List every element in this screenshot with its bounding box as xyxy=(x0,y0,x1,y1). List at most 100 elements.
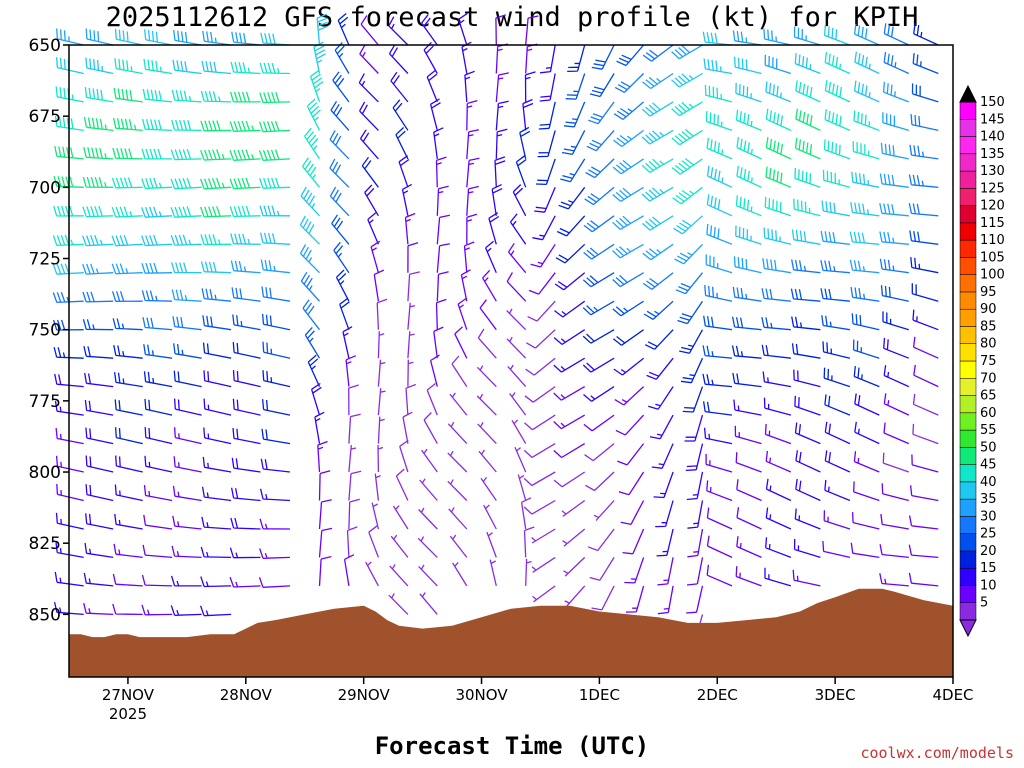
y-tick-label: 700 xyxy=(29,178,61,198)
wind-barb xyxy=(232,314,261,331)
wind-barb xyxy=(54,116,84,132)
wind-barb xyxy=(482,269,497,302)
wind-barb xyxy=(852,339,880,359)
wind-barb xyxy=(418,507,438,530)
wind-barb xyxy=(553,329,586,345)
wind-barb xyxy=(111,263,143,275)
wind-barb xyxy=(407,331,415,359)
wind-barb xyxy=(348,413,361,444)
wind-barb xyxy=(201,60,232,75)
wind-barb xyxy=(519,126,531,160)
wind-barb xyxy=(514,446,527,473)
wind-barb xyxy=(318,499,332,530)
wind-barb xyxy=(231,31,261,46)
wind-barb xyxy=(531,556,556,573)
wind-barb xyxy=(648,386,674,410)
wind-barb xyxy=(538,101,556,130)
wind-barb xyxy=(457,12,468,46)
colorbar-label: 60 xyxy=(980,406,997,421)
wind-barb xyxy=(172,316,202,331)
y-axis: 650 675 700 725 750 775 800 825 850 xyxy=(29,36,69,625)
wind-barbs xyxy=(52,12,939,642)
wind-barb xyxy=(612,243,644,259)
wind-barb xyxy=(528,272,556,295)
wind-barb xyxy=(853,451,880,473)
wind-barb xyxy=(259,177,291,189)
wind-barb xyxy=(261,428,291,445)
wind-barb xyxy=(54,373,84,388)
wind-barb xyxy=(735,225,762,245)
wind-barb xyxy=(54,145,84,160)
wind-barb xyxy=(334,42,350,74)
wind-barb xyxy=(653,471,674,499)
wind-barb xyxy=(82,319,114,331)
wind-barb xyxy=(113,372,143,388)
colorbar-segment xyxy=(959,257,977,275)
wind-barb xyxy=(330,100,350,131)
wind-barb xyxy=(111,234,143,247)
wind-barb xyxy=(52,234,84,247)
wind-barb xyxy=(360,15,379,46)
wind-barb xyxy=(390,71,409,103)
wind-barb xyxy=(641,215,674,231)
wind-barb xyxy=(824,394,851,416)
wind-barb xyxy=(563,101,586,128)
wind-barb xyxy=(791,229,821,245)
wind-barb xyxy=(348,384,359,416)
wind-barb xyxy=(231,457,261,473)
wind-barb xyxy=(765,537,792,559)
wind-barb xyxy=(346,526,358,558)
wind-barb xyxy=(913,23,939,46)
wind-barb xyxy=(333,241,350,274)
wind-barb xyxy=(765,478,792,502)
wind-barb xyxy=(853,481,880,502)
wind-barb xyxy=(316,13,329,46)
x-tick-label: 3DEC xyxy=(815,686,856,704)
wind-barb xyxy=(524,71,536,102)
wind-barb xyxy=(641,129,674,145)
wind-barb xyxy=(736,536,762,558)
wind-barb xyxy=(763,397,792,416)
wind-barb xyxy=(376,298,388,330)
colorbar-segment xyxy=(959,101,977,120)
colorbar-label: 50 xyxy=(980,440,997,455)
wind-barb xyxy=(567,44,586,73)
wind-barb xyxy=(910,257,939,274)
wind-barb xyxy=(200,120,232,132)
wind-barb xyxy=(908,202,939,217)
wind-barb xyxy=(911,454,939,473)
wind-barb xyxy=(793,538,821,559)
x-tick-label: 30NOV xyxy=(455,686,508,704)
wind-barb xyxy=(359,44,379,74)
x-tick-label: 1DEC xyxy=(579,686,620,704)
wind-barb xyxy=(201,288,232,302)
wind-barb xyxy=(141,148,173,160)
wind-barb xyxy=(343,554,355,587)
wind-barb xyxy=(553,357,586,373)
wind-barb xyxy=(203,370,232,388)
wind-barb xyxy=(407,271,420,302)
wind-barb xyxy=(765,137,792,160)
wind-barb xyxy=(794,137,821,160)
wind-barb xyxy=(418,564,438,587)
wind-barb xyxy=(423,412,438,444)
wind-barb xyxy=(337,13,350,46)
wind-barb xyxy=(364,184,379,217)
wind-barb xyxy=(395,127,409,160)
wind-barb xyxy=(613,101,645,120)
colorbar-segment xyxy=(959,153,977,172)
wind-barb xyxy=(331,214,350,245)
wind-barb xyxy=(850,542,880,559)
wind-barb xyxy=(466,157,480,188)
wind-barb xyxy=(620,500,645,526)
wind-barb xyxy=(824,52,851,75)
wind-barb xyxy=(113,87,143,103)
wind-barb xyxy=(849,259,880,274)
colorbar-segment xyxy=(959,498,977,517)
wind-barb xyxy=(853,110,880,132)
wind-barb xyxy=(824,450,851,473)
wind-barb xyxy=(230,233,261,245)
wind-barb xyxy=(144,455,173,473)
wind-barb xyxy=(794,53,821,75)
wind-barb xyxy=(795,450,821,473)
